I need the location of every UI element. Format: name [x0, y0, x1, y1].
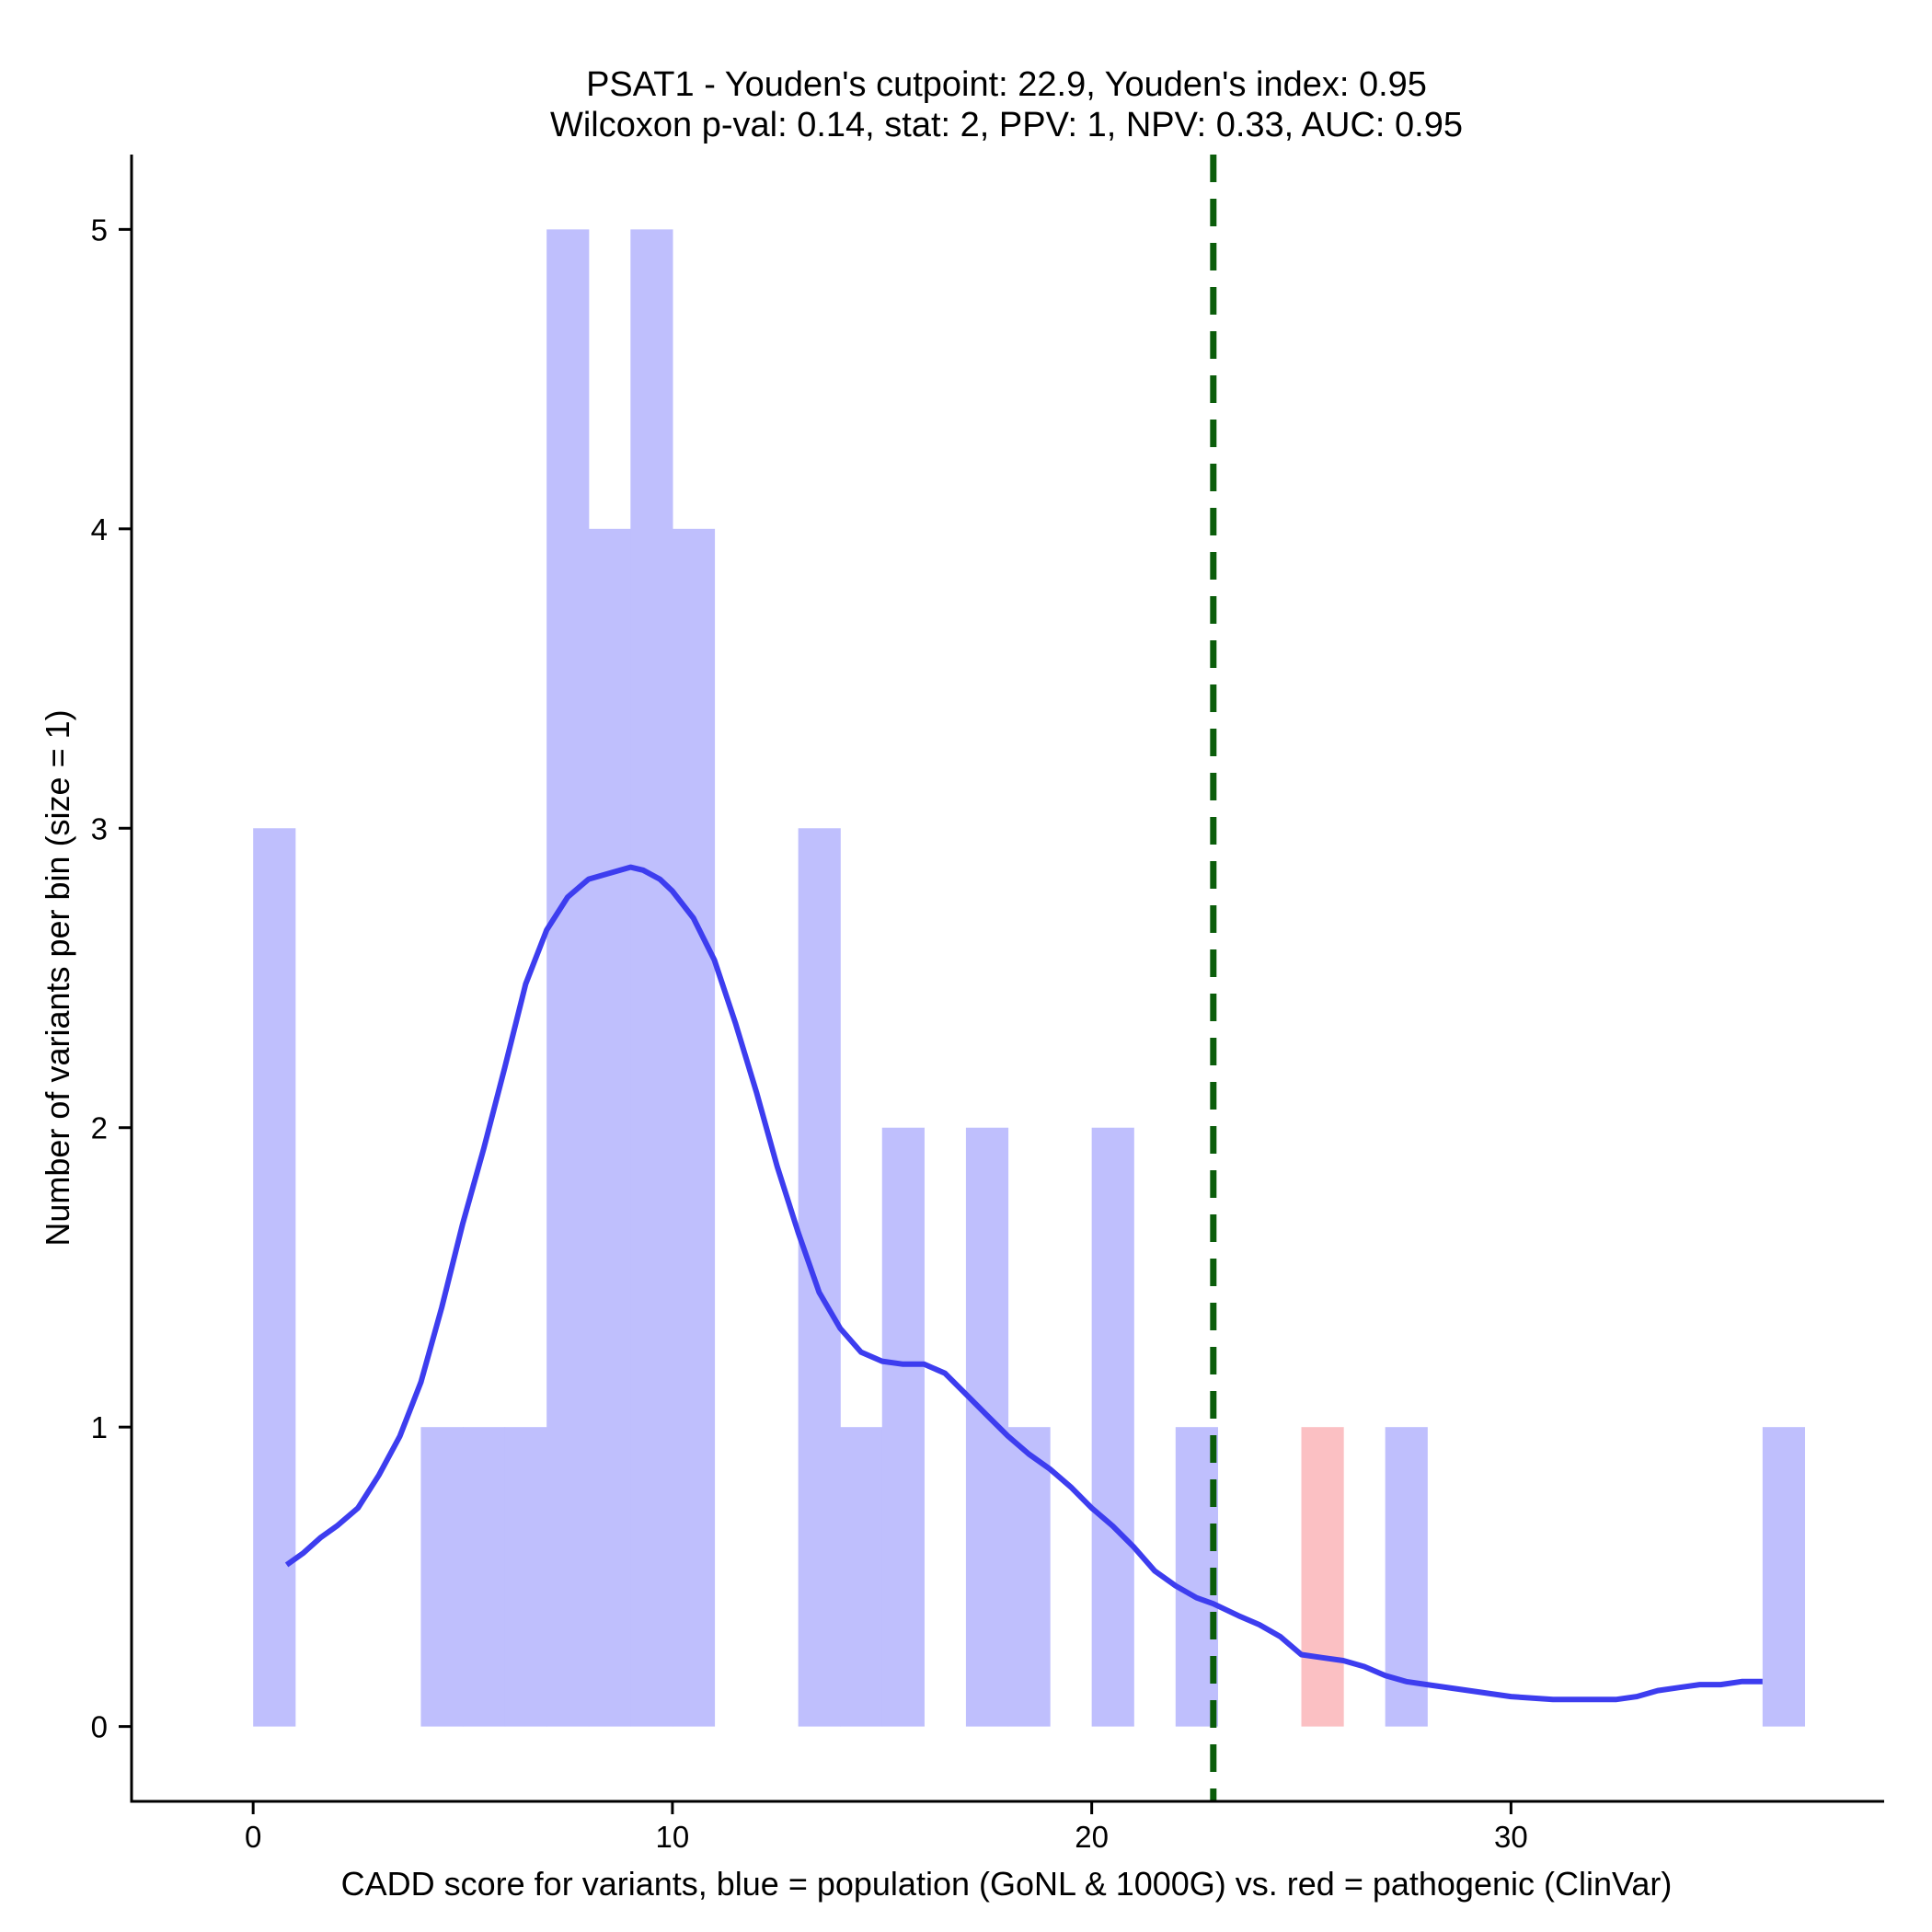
population-bar-0: [253, 828, 296, 1727]
y-axis-label: Number of variants per bin (size = 1): [39, 709, 76, 1246]
plot-area: [253, 155, 1806, 1801]
x-tick-label-20: 20: [1075, 1820, 1109, 1854]
population-bar-14: [840, 1427, 883, 1727]
x-tick-label-0: 0: [245, 1820, 261, 1854]
y-tick-label-4: 4: [91, 512, 108, 546]
x-axis-label: CADD score for variants, blue = populati…: [341, 1865, 1673, 1903]
y-tick-label-3: 3: [91, 811, 108, 845]
population-bar-10: [672, 528, 716, 1727]
population-bar-9: [630, 229, 673, 1727]
population-bar-5: [463, 1427, 506, 1727]
population-bar-7: [546, 229, 590, 1727]
population-bar-13: [798, 828, 841, 1727]
population-bar-6: [504, 1427, 547, 1727]
ticks: 0 10 20 30 0 1 2 3 4 5: [91, 213, 1528, 1854]
density-curve: [284, 864, 1763, 1703]
x-tick-label-10: 10: [656, 1820, 690, 1854]
chart-title: PSAT1 - Youden's cutpoint: 22.9, Youden'…: [586, 65, 1427, 104]
chart-subtitle: Wilcoxon p-val: 0.14, stat: 2, PPV: 1, N…: [550, 106, 1463, 144]
y-tick-label-5: 5: [91, 213, 108, 247]
population-bar-4: [420, 1427, 464, 1727]
population-bar-18: [1007, 1427, 1051, 1727]
y-tick-label-0: 0: [91, 1710, 108, 1744]
y-tick-label-2: 2: [91, 1111, 108, 1145]
pathogenic-bar-25: [1301, 1427, 1344, 1727]
population-bar-20: [1091, 1127, 1134, 1727]
y-tick-label-1: 1: [91, 1410, 108, 1444]
population-bar-36: [1762, 1427, 1806, 1727]
x-tick-label-30: 30: [1494, 1820, 1528, 1854]
population-bar-8: [588, 528, 631, 1727]
population-bar-15: [881, 1127, 925, 1727]
axes: [130, 155, 1884, 1803]
